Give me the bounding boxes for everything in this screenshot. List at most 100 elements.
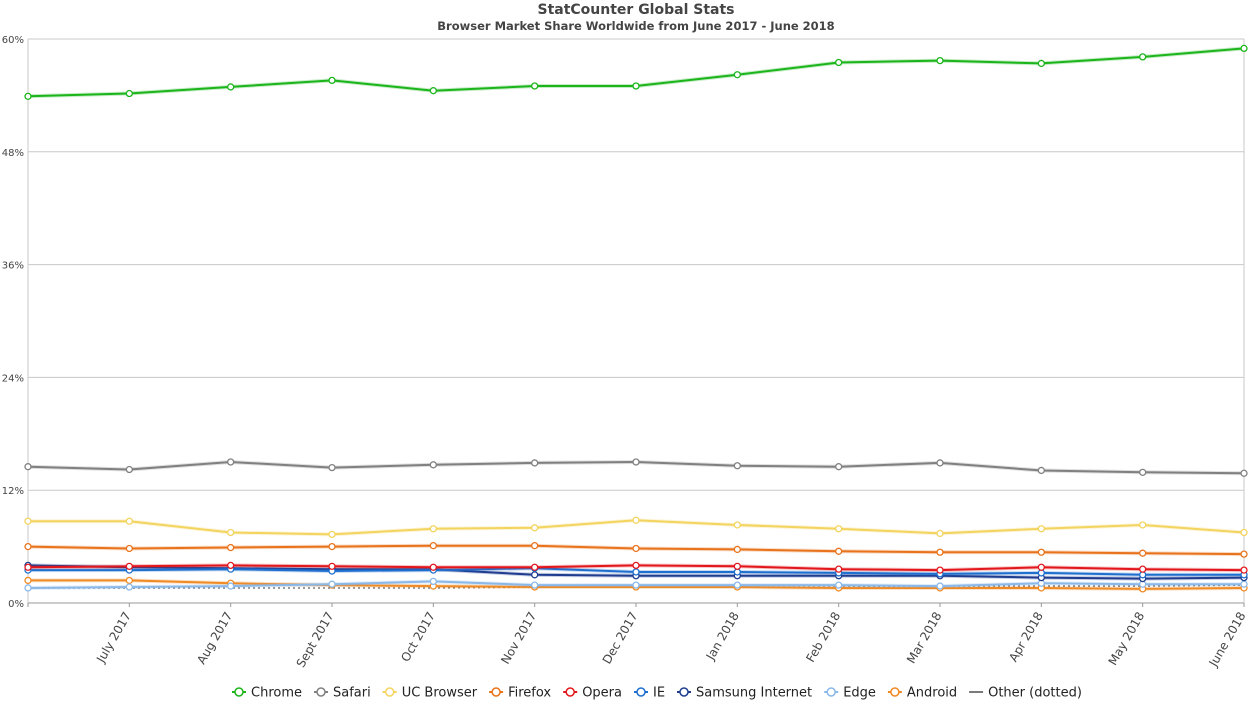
data-point[interactable]	[24, 542, 32, 551]
data-point[interactable]	[227, 582, 235, 590]
data-point[interactable]	[531, 459, 539, 467]
legend-item[interactable]: Firefox	[489, 686, 551, 701]
data-point[interactable]	[1240, 44, 1248, 53]
data-point[interactable]	[1240, 469, 1248, 477]
x-tick-label: Apr 2018	[1006, 610, 1046, 665]
data-point[interactable]	[1037, 548, 1045, 556]
legend-item[interactable]: Safari	[314, 686, 371, 701]
data-point[interactable]	[632, 82, 640, 90]
data-point[interactable]	[1139, 468, 1147, 476]
data-point[interactable]	[835, 463, 843, 471]
data-point[interactable]	[227, 528, 235, 537]
series-lines	[24, 44, 1248, 593]
data-point[interactable]	[733, 462, 741, 470]
data-point[interactable]	[1139, 53, 1147, 61]
data-point[interactable]	[936, 548, 944, 556]
data-point[interactable]	[24, 563, 32, 571]
data-point[interactable]	[328, 76, 336, 85]
data-point[interactable]	[1139, 565, 1147, 573]
data-point[interactable]	[1037, 59, 1045, 68]
data-point[interactable]	[936, 566, 944, 574]
data-point[interactable]	[733, 545, 741, 554]
data-point[interactable]	[125, 576, 133, 585]
data-point[interactable]	[531, 542, 539, 550]
y-axis-ticks: 0% 12% 24% 36% 48% 60%	[2, 35, 24, 610]
data-point[interactable]	[429, 563, 437, 571]
data-point[interactable]	[227, 561, 235, 570]
data-point[interactable]	[227, 543, 235, 552]
data-point[interactable]	[835, 525, 843, 533]
data-point[interactable]	[24, 517, 32, 525]
data-point[interactable]	[125, 544, 133, 553]
data-point[interactable]	[733, 562, 741, 570]
data-point[interactable]	[733, 581, 741, 589]
y-tick-label: 24%	[2, 373, 24, 384]
data-point[interactable]	[835, 58, 843, 67]
legend-item[interactable]: Chrome	[232, 686, 302, 701]
data-point[interactable]	[632, 568, 640, 576]
legend-item[interactable]: Edge	[824, 686, 876, 701]
data-point[interactable]	[1037, 466, 1045, 475]
data-point[interactable]	[1240, 528, 1248, 537]
data-point[interactable]	[125, 583, 133, 591]
data-point[interactable]	[632, 544, 640, 553]
data-point[interactable]	[125, 517, 133, 525]
data-point[interactable]	[227, 458, 235, 466]
data-point[interactable]	[328, 542, 336, 551]
data-point[interactable]	[125, 465, 133, 474]
data-point[interactable]	[24, 463, 32, 471]
series-safari	[24, 458, 1248, 477]
data-point[interactable]	[429, 87, 437, 95]
legend-label: Android	[907, 686, 957, 701]
data-point[interactable]	[125, 562, 133, 570]
data-point[interactable]	[632, 458, 640, 466]
data-point[interactable]	[1240, 550, 1248, 558]
x-tick-label: Aug 2017	[194, 610, 235, 667]
data-point[interactable]	[24, 92, 32, 100]
data-point[interactable]	[1037, 563, 1045, 571]
data-point[interactable]	[1037, 525, 1045, 533]
data-point[interactable]	[24, 584, 32, 592]
data-point[interactable]	[835, 581, 843, 589]
data-point[interactable]	[531, 563, 539, 571]
data-point[interactable]	[328, 530, 336, 539]
data-point[interactable]	[429, 461, 437, 469]
data-point[interactable]	[429, 542, 437, 550]
legend-item[interactable]: UC Browser	[382, 686, 478, 701]
legend-symbol	[826, 687, 836, 697]
legend-item[interactable]: Samsung Internet	[677, 686, 812, 701]
data-point[interactable]	[1240, 580, 1248, 588]
data-point[interactable]	[531, 571, 539, 579]
data-point[interactable]	[328, 463, 336, 472]
data-point[interactable]	[632, 561, 640, 570]
data-point[interactable]	[936, 56, 944, 65]
data-point[interactable]	[936, 459, 944, 467]
data-point[interactable]	[936, 529, 944, 538]
data-point[interactable]	[531, 524, 539, 532]
data-point[interactable]	[531, 581, 539, 589]
data-point[interactable]	[632, 516, 640, 524]
legend-item[interactable]: Android	[887, 686, 957, 701]
x-axis-ticks: July 2017 Aug 2017 Sept 2017 Oct 2017 Nov 20…	[27, 603, 1249, 670]
legend-item[interactable]: Opera	[563, 686, 622, 701]
data-point[interactable]	[632, 581, 640, 589]
data-point[interactable]	[328, 580, 336, 588]
data-point[interactable]	[24, 576, 32, 585]
data-point[interactable]	[227, 83, 235, 91]
data-point[interactable]	[1240, 566, 1248, 574]
data-point[interactable]	[531, 82, 539, 90]
data-point[interactable]	[733, 71, 741, 79]
data-point[interactable]	[125, 89, 133, 98]
data-point[interactable]	[328, 562, 336, 570]
legend-item[interactable]: Other (dotted)	[969, 686, 1082, 701]
data-point[interactable]	[835, 547, 843, 555]
data-point[interactable]	[936, 582, 944, 590]
data-point[interactable]	[1139, 549, 1147, 557]
data-point[interactable]	[429, 577, 437, 586]
data-point[interactable]	[835, 565, 843, 573]
data-point[interactable]	[733, 521, 741, 529]
x-tick-label: Nov 2017	[498, 610, 539, 667]
data-point[interactable]	[429, 525, 437, 533]
data-point[interactable]	[1139, 521, 1147, 529]
legend-item[interactable]: IE	[634, 686, 665, 701]
